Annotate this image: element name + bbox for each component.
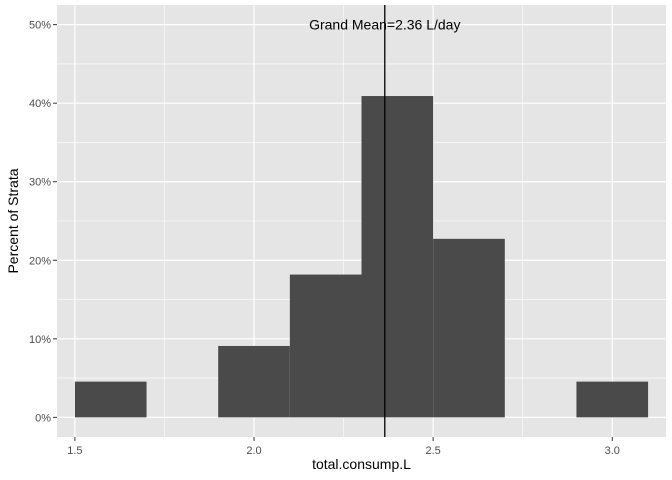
histogram-bars bbox=[74, 96, 649, 418]
histogram-bar bbox=[289, 274, 362, 418]
histogram-bar bbox=[218, 345, 290, 418]
histogram-bar bbox=[74, 381, 147, 418]
x-axis-title: total.consump.L bbox=[312, 456, 411, 472]
y-tick-label: 20% bbox=[29, 255, 51, 267]
y-axis: 0% 10% 20% 30% 40% 50% bbox=[29, 20, 57, 424]
y-tick-label: 40% bbox=[29, 98, 51, 110]
x-tick-label: 2.5 bbox=[425, 445, 440, 457]
y-tick-label: 0% bbox=[35, 412, 51, 424]
histogram-bar bbox=[361, 96, 434, 418]
x-tick-label: 1.5 bbox=[67, 445, 82, 457]
y-axis-title: Percent of Strata bbox=[5, 168, 21, 273]
y-tick-label: 50% bbox=[29, 20, 51, 32]
histogram-bar bbox=[576, 381, 649, 418]
histogram-bar bbox=[433, 238, 505, 418]
y-tick-label: 30% bbox=[29, 177, 51, 189]
x-axis: 1.5 2.0 2.5 3.0 bbox=[67, 437, 620, 457]
x-tick-label: 3.0 bbox=[605, 445, 620, 457]
y-tick-label: 10% bbox=[29, 334, 51, 346]
x-tick-label: 2.0 bbox=[246, 445, 261, 457]
grand-mean-annotation: Grand Mean=2.36 L/day bbox=[309, 17, 460, 33]
